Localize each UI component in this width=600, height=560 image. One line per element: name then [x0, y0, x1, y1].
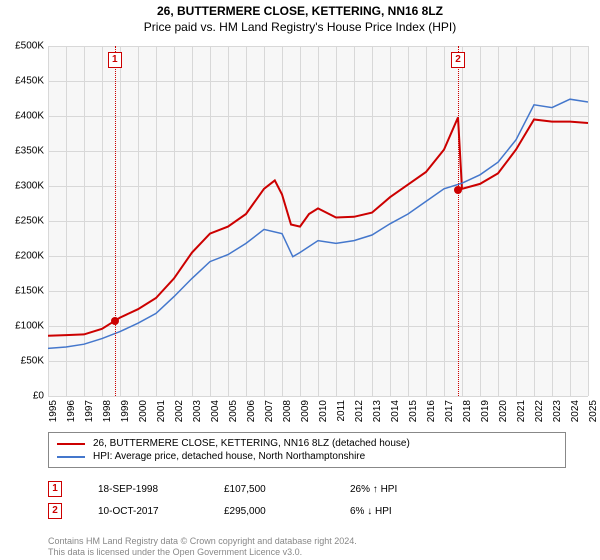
x-tick-label: 1997	[84, 400, 95, 422]
sales-row: 2 10-OCT-2017 £295,000 6% ↓ HPI	[48, 500, 548, 522]
y-tick-label: £0	[33, 391, 44, 402]
sale-marker-flag: 2	[451, 52, 465, 68]
y-tick-label: £100K	[15, 321, 44, 332]
x-tick-label: 2009	[300, 400, 311, 422]
x-tick-label: 1999	[120, 400, 131, 422]
sales-row: 1 18-SEP-1998 £107,500 26% ↑ HPI	[48, 478, 548, 500]
legend-item: 26, BUTTERMERE CLOSE, KETTERING, NN16 8L…	[57, 437, 557, 450]
legend-swatch	[57, 443, 85, 445]
x-tick-label: 2007	[264, 400, 275, 422]
footer-line-2: This data is licensed under the Open Gov…	[48, 547, 357, 558]
y-axis-labels: £0£50K£100K£150K£200K£250K£300K£350K£400…	[0, 46, 46, 396]
x-tick-label: 2018	[462, 400, 473, 422]
sale-delta: 6% ↓ HPI	[350, 506, 440, 517]
legend-label: HPI: Average price, detached house, Nort…	[93, 451, 365, 462]
x-tick-label: 2015	[408, 400, 419, 422]
x-tick-label: 2012	[354, 400, 365, 422]
y-tick-label: £50K	[21, 356, 44, 367]
x-tick-label: 2024	[570, 400, 581, 422]
sale-marker-dot	[111, 317, 119, 325]
plot-area: 12	[48, 46, 588, 396]
x-tick-label: 2016	[426, 400, 437, 422]
legend: 26, BUTTERMERE CLOSE, KETTERING, NN16 8L…	[48, 432, 566, 468]
x-tick-label: 2013	[372, 400, 383, 422]
sale-price: £107,500	[224, 484, 314, 495]
legend-swatch	[57, 456, 85, 458]
y-tick-label: £500K	[15, 41, 44, 52]
sales-table: 1 18-SEP-1998 £107,500 26% ↑ HPI 2 10-OC…	[48, 478, 548, 522]
legend-label: 26, BUTTERMERE CLOSE, KETTERING, NN16 8L…	[93, 438, 410, 449]
y-tick-label: £450K	[15, 76, 44, 87]
x-tick-label: 2003	[192, 400, 203, 422]
x-tick-label: 2020	[498, 400, 509, 422]
x-tick-label: 2023	[552, 400, 563, 422]
footer-line-1: Contains HM Land Registry data © Crown c…	[48, 536, 357, 547]
x-tick-label: 2008	[282, 400, 293, 422]
x-tick-label: 2000	[138, 400, 149, 422]
x-tick-label: 2021	[516, 400, 527, 422]
sale-date: 10-OCT-2017	[98, 506, 188, 517]
sale-marker-layer: 12	[48, 46, 588, 396]
y-tick-label: £350K	[15, 146, 44, 157]
sale-marker-badge: 1	[48, 481, 62, 497]
y-tick-label: £200K	[15, 251, 44, 262]
x-tick-label: 2001	[156, 400, 167, 422]
x-tick-label: 2022	[534, 400, 545, 422]
x-tick-label: 1996	[66, 400, 77, 422]
title-line-2: Price paid vs. HM Land Registry's House …	[0, 20, 600, 34]
legend-item: HPI: Average price, detached house, Nort…	[57, 450, 557, 463]
x-tick-label: 2006	[246, 400, 257, 422]
sale-marker-flag: 1	[108, 52, 122, 68]
y-tick-label: £150K	[15, 286, 44, 297]
x-tick-label: 2002	[174, 400, 185, 422]
sale-marker-badge: 2	[48, 503, 62, 519]
x-tick-label: 2017	[444, 400, 455, 422]
sale-price: £295,000	[224, 506, 314, 517]
x-tick-label: 2014	[390, 400, 401, 422]
sale-date: 18-SEP-1998	[98, 484, 188, 495]
footer: Contains HM Land Registry data © Crown c…	[48, 536, 357, 559]
y-tick-label: £250K	[15, 216, 44, 227]
x-tick-label: 2019	[480, 400, 491, 422]
title-line-1: 26, BUTTERMERE CLOSE, KETTERING, NN16 8L…	[0, 4, 600, 18]
title-block: 26, BUTTERMERE CLOSE, KETTERING, NN16 8L…	[0, 0, 600, 34]
y-tick-label: £400K	[15, 111, 44, 122]
x-tick-label: 2004	[210, 400, 221, 422]
x-tick-label: 2011	[336, 400, 347, 422]
sale-marker-vline	[458, 46, 459, 396]
x-tick-label: 2005	[228, 400, 239, 422]
x-tick-label: 1998	[102, 400, 113, 422]
y-tick-label: £300K	[15, 181, 44, 192]
sale-marker-vline	[115, 46, 116, 396]
x-tick-label: 1995	[48, 400, 59, 422]
x-tick-label: 2010	[318, 400, 329, 422]
sale-delta: 26% ↑ HPI	[350, 484, 440, 495]
chart-container: 26, BUTTERMERE CLOSE, KETTERING, NN16 8L…	[0, 0, 600, 560]
sale-marker-dot	[454, 186, 462, 194]
x-tick-label: 2025	[588, 400, 599, 422]
